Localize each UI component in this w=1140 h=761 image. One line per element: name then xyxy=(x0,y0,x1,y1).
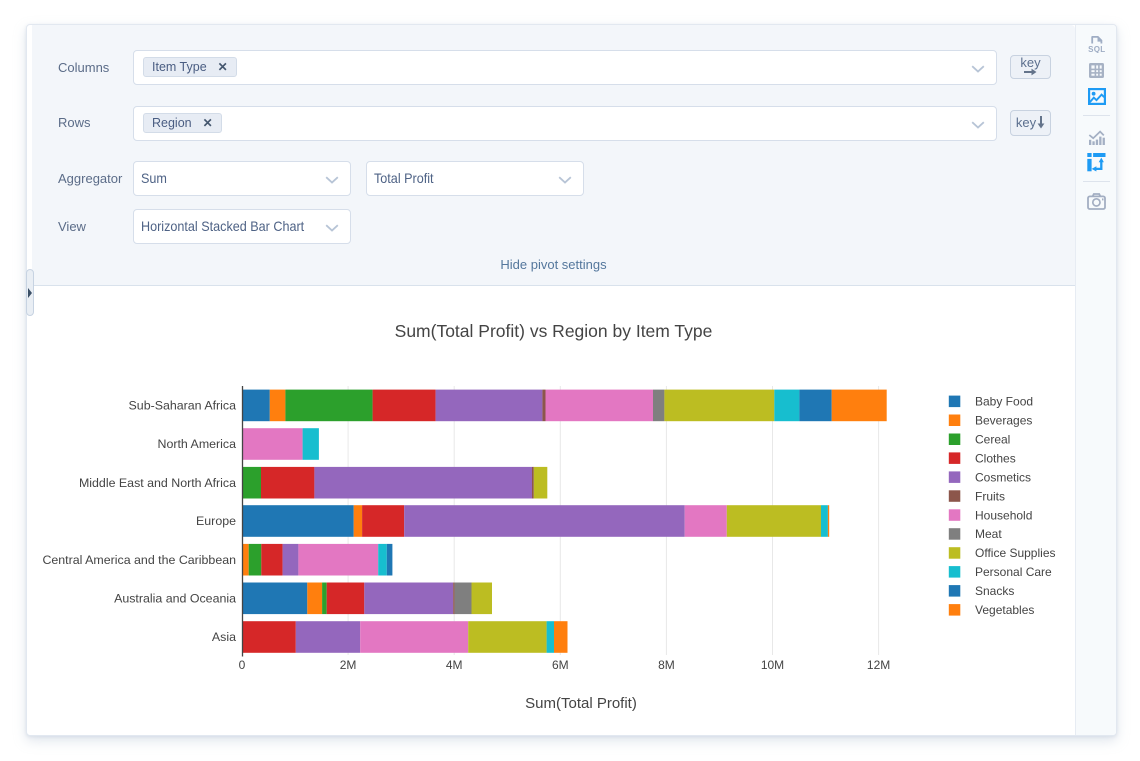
svg-text:Office Supplies: Office Supplies xyxy=(975,546,1056,560)
svg-text:6M: 6M xyxy=(552,658,569,672)
svg-text:Beverages: Beverages xyxy=(975,414,1032,428)
svg-text:Sum(Total Profit) vs Region by: Sum(Total Profit) vs Region by Item Type xyxy=(395,321,713,341)
svg-text:Cereal: Cereal xyxy=(975,433,1010,447)
svg-text:4M: 4M xyxy=(446,658,463,672)
svg-text:Asia: Asia xyxy=(212,630,236,644)
svg-text:SQL: SQL xyxy=(1088,45,1105,53)
svg-text:12M: 12M xyxy=(867,658,890,672)
svg-text:Clothes: Clothes xyxy=(975,451,1016,465)
svg-text:Cosmetics: Cosmetics xyxy=(975,470,1031,484)
svg-text:North America: North America xyxy=(158,437,237,451)
svg-text:0: 0 xyxy=(239,658,246,672)
svg-text:Sub-Saharan Africa: Sub-Saharan Africa xyxy=(129,399,237,413)
svg-text:Europe: Europe xyxy=(196,514,236,528)
svg-text:Sum(Total Profit): Sum(Total Profit) xyxy=(525,695,637,712)
svg-text:Fruits: Fruits xyxy=(975,489,1005,503)
svg-text:Middle East and North Africa: Middle East and North Africa xyxy=(79,476,236,490)
svg-text:Personal Care: Personal Care xyxy=(975,565,1052,579)
svg-text:Household: Household xyxy=(975,508,1032,522)
svg-text:Baby Food: Baby Food xyxy=(975,395,1033,409)
svg-text:10M: 10M xyxy=(761,658,784,672)
svg-text:Central America and the Caribb: Central America and the Caribbean xyxy=(42,553,236,567)
svg-text:Meat: Meat xyxy=(975,527,1002,541)
svg-text:8M: 8M xyxy=(658,658,675,672)
svg-text:Vegetables: Vegetables xyxy=(975,603,1034,617)
svg-text:Australia and Oceania: Australia and Oceania xyxy=(114,592,236,606)
svg-text:2M: 2M xyxy=(340,658,357,672)
svg-text:Snacks: Snacks xyxy=(975,584,1014,598)
